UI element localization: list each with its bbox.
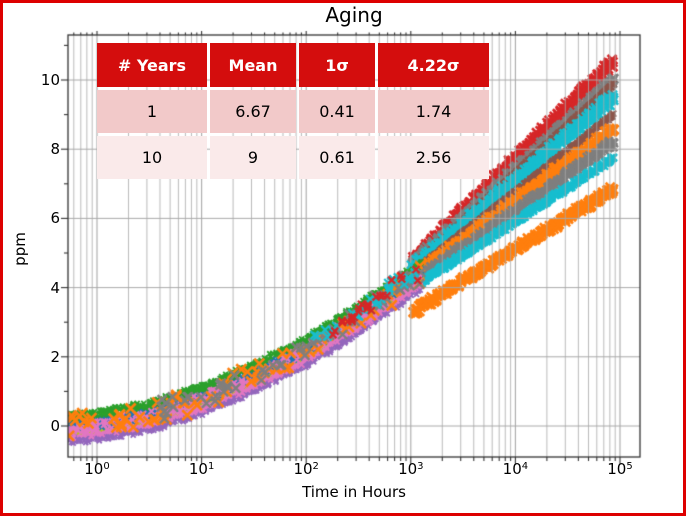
y-tick-label-8: 8: [50, 140, 60, 159]
table-header-1sigma: 1σ: [299, 43, 375, 87]
table-cell-mean-10: 9: [210, 136, 296, 179]
stats-table: # Years Mean 1σ 4.22σ 1 6.67 0.41 1.74 1…: [97, 43, 489, 179]
x-axis-label: Time in Hours: [302, 483, 406, 501]
chart-title: Aging: [325, 3, 383, 27]
x-tick-label-10e3: 103: [398, 460, 424, 478]
table-cell-years-1: 1: [97, 90, 207, 133]
table-header-years: # Years: [97, 43, 207, 87]
y-tick-label-2: 2: [50, 347, 60, 366]
x-tick-label-10e5: 105: [607, 460, 633, 478]
y-tick-label-4: 4: [50, 278, 60, 297]
table-cell-4sigma-10: 2.56: [378, 136, 489, 179]
table-header-mean: Mean: [210, 43, 296, 87]
table-cell-4sigma-1: 1.74: [378, 90, 489, 133]
table-cell-1sigma-10: 0.61: [299, 136, 375, 179]
x-tick-label-10e1: 101: [188, 460, 215, 478]
table-cell-years-10: 10: [97, 136, 207, 179]
y-tick-label-6: 6: [50, 209, 60, 228]
table-cell-1sigma-1: 0.41: [299, 90, 375, 133]
y-tick-label-0: 0: [50, 417, 60, 435]
table-header-4sigma: 4.22σ: [378, 43, 489, 87]
x-tick-label-10e2: 102: [293, 460, 319, 478]
y-tick-label-10: 10: [40, 71, 60, 89]
x-tick-label-10e4: 104: [502, 460, 529, 478]
x-tick-label-10e0: 100: [84, 460, 110, 478]
table-cell-mean-1: 6.67: [210, 90, 296, 133]
y-axis-label: ppm: [11, 232, 29, 266]
